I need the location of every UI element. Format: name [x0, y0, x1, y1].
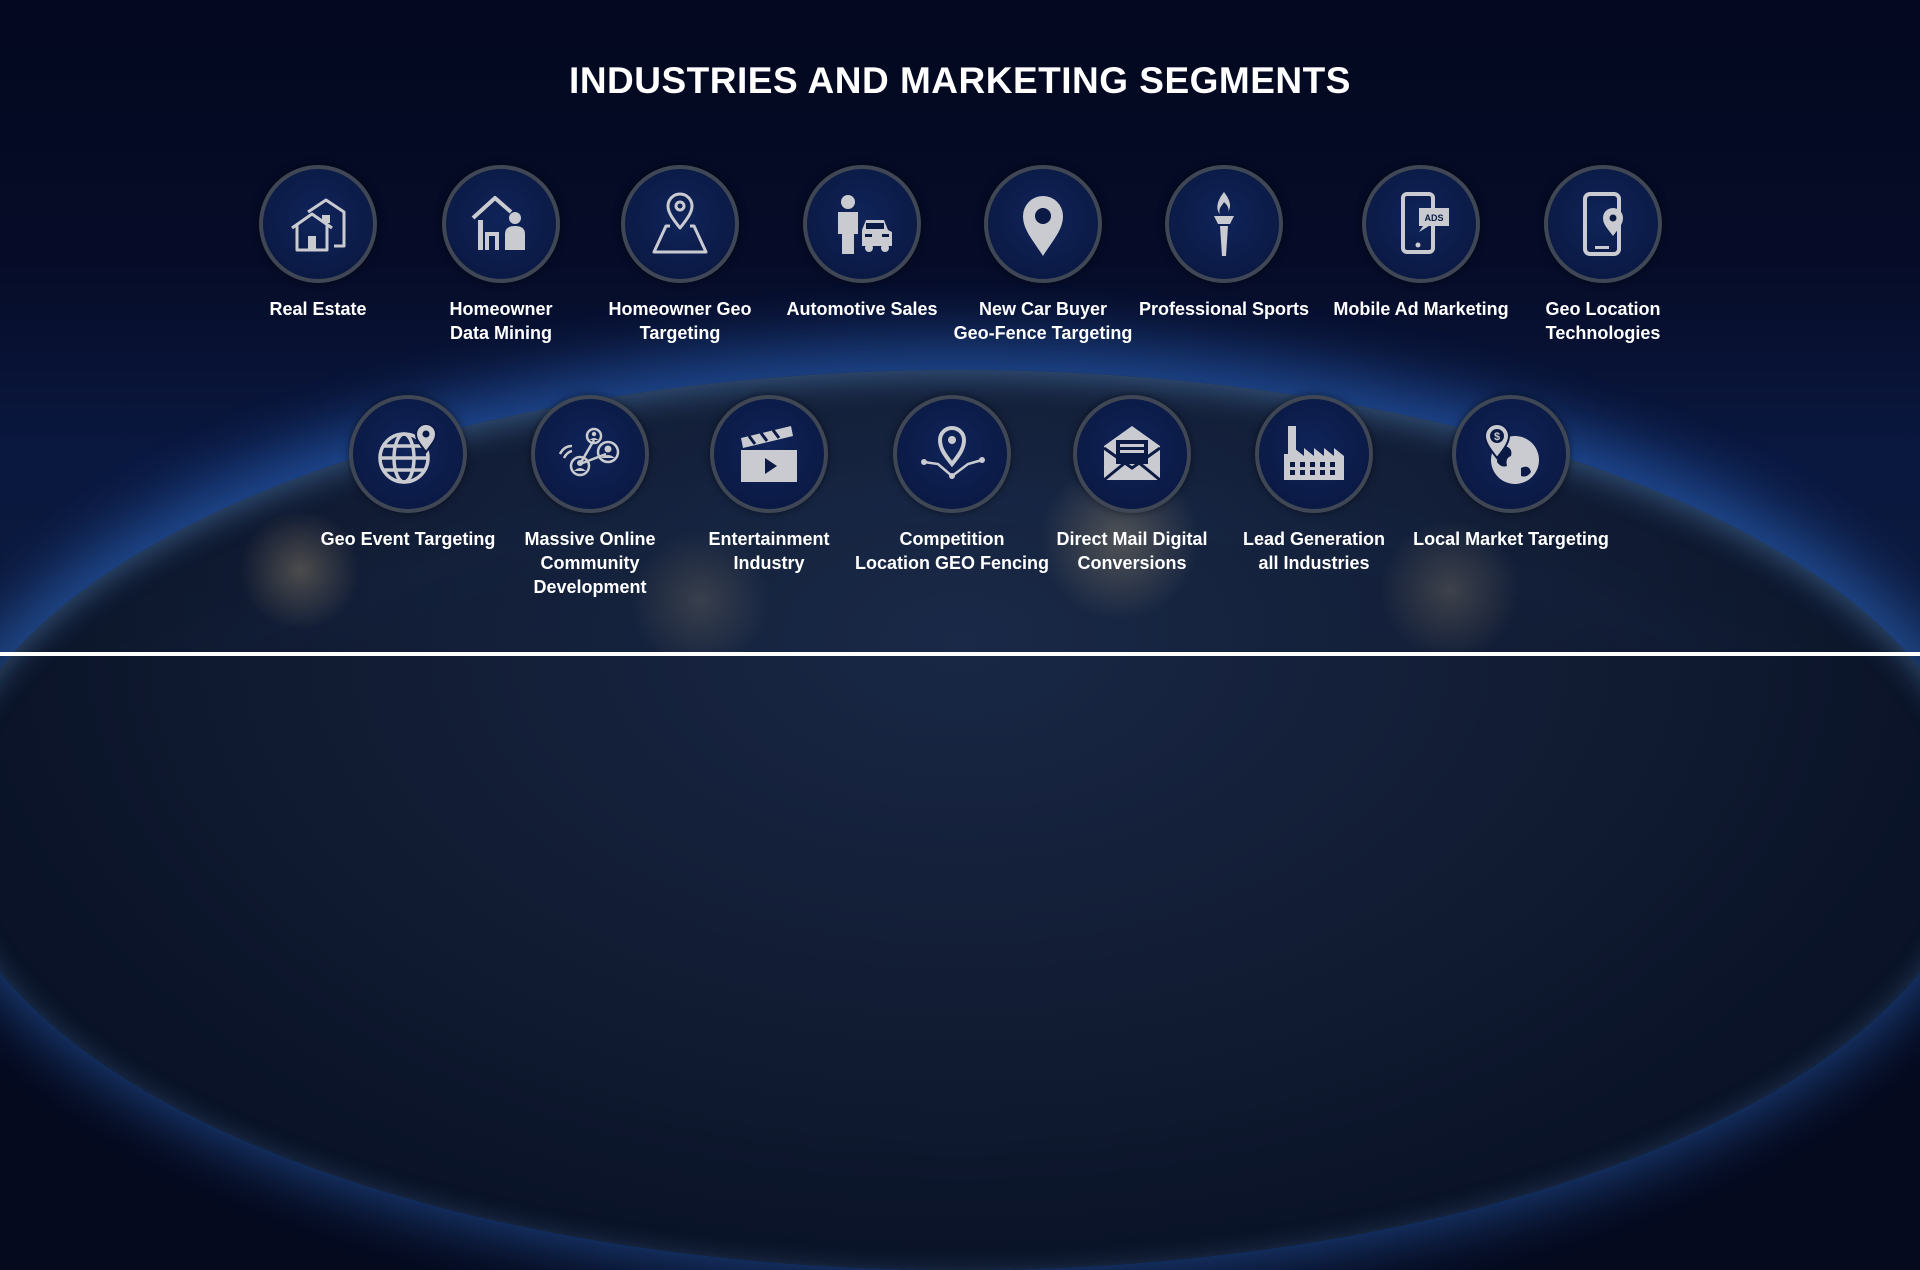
globe-pin-icon — [378, 423, 438, 484]
segment-real-estate[interactable]: Real Estate — [218, 165, 418, 321]
phone-pin-icon — [1583, 192, 1623, 256]
segment-label: Professional Sports — [1138, 299, 1310, 319]
phone-ads-icon: ADS — [1401, 192, 1449, 254]
network-users-icon — [558, 427, 620, 477]
segment-label: Local Market Targeting — [1413, 529, 1609, 549]
segment-local-market-targeting[interactable]: $ Local Market Targeting — [1411, 395, 1611, 551]
segment-homeowner-data-mining[interactable]: Homeowner Data Mining — [401, 165, 601, 345]
segment-circle[interactable] — [621, 165, 739, 283]
segment-direct-mail[interactable]: Direct Mail Digital Conversions — [1032, 395, 1232, 575]
segment-lead-generation[interactable]: Lead Generation all Industries — [1214, 395, 1414, 575]
torch-icon — [1214, 192, 1234, 256]
segment-circle[interactable] — [984, 165, 1102, 283]
house-person-icon — [471, 196, 525, 250]
segment-circle[interactable] — [1255, 395, 1373, 513]
segment-geo-event-targeting[interactable]: Geo Event Targeting — [308, 395, 508, 551]
segment-circle[interactable] — [803, 165, 921, 283]
segment-label: New Car Buyer Geo-Fence Targeting — [953, 299, 1133, 343]
bottom-divider — [0, 652, 1920, 656]
segment-circle[interactable]: ADS — [1362, 165, 1480, 283]
salesman-car-icon — [838, 195, 892, 254]
segment-professional-sports[interactable]: Professional Sports — [1124, 165, 1324, 321]
geofence-pin-icon — [921, 426, 985, 479]
segment-label: Homeowner Geo Targeting — [608, 299, 752, 343]
segment-circle[interactable] — [893, 395, 1011, 513]
segment-entertainment-industry[interactable]: Entertainment Industry — [669, 395, 869, 575]
segment-circle[interactable] — [531, 395, 649, 513]
segment-circle[interactable] — [1544, 165, 1662, 283]
segment-label: Homeowner Data Mining — [449, 299, 553, 343]
section-title: INDUSTRIES AND MARKETING SEGMENTS — [569, 60, 1351, 101]
clapperboard-icon — [741, 426, 797, 482]
earth-dollar-pin-icon: $ — [1483, 423, 1539, 484]
segment-label: Real Estate — [269, 299, 367, 319]
segment-circle[interactable]: $ — [1452, 395, 1570, 513]
segment-automotive-sales[interactable]: Automotive Sales — [762, 165, 962, 321]
segment-label: Mobile Ad Marketing — [1333, 299, 1509, 319]
segment-circle[interactable] — [442, 165, 560, 283]
segment-mobile-ad-marketing[interactable]: ADS Mobile Ad Marketing — [1321, 165, 1521, 321]
ads-badge-text: ADS — [1424, 213, 1443, 223]
segment-label: Geo Location Technologies — [1545, 299, 1661, 343]
segment-label: Massive Online Community Development — [524, 529, 656, 597]
segment-new-car-buyer[interactable]: New Car Buyer Geo-Fence Targeting — [943, 165, 1143, 345]
segment-label: Competition Location GEO Fencing — [854, 529, 1049, 573]
map-pin-icon — [652, 192, 708, 254]
segment-circle[interactable] — [259, 165, 377, 283]
segment-label: Geo Event Targeting — [320, 529, 496, 549]
segment-label: Automotive Sales — [786, 299, 938, 319]
houses-icon — [291, 198, 346, 252]
segment-homeowner-geo-targeting[interactable]: Homeowner Geo Targeting — [580, 165, 780, 345]
segment-geo-location[interactable]: Geo Location Technologies — [1503, 165, 1703, 345]
segment-circle[interactable] — [1165, 165, 1283, 283]
svg-text:$: $ — [1494, 431, 1500, 443]
segment-circle[interactable] — [1073, 395, 1191, 513]
segment-label: Lead Generation all Industries — [1242, 529, 1386, 573]
segment-circle[interactable] — [710, 395, 828, 513]
segment-competition-geo-fencing[interactable]: Competition Location GEO Fencing — [852, 395, 1052, 575]
envelope-icon — [1103, 426, 1161, 482]
segment-label: Direct Mail Digital Conversions — [1056, 529, 1208, 573]
segment-label: Entertainment Industry — [708, 529, 830, 573]
segment-circle[interactable] — [349, 395, 467, 513]
location-pin-icon — [1023, 196, 1063, 256]
segment-massive-online-community[interactable]: Massive Online Community Development — [490, 395, 690, 599]
factory-icon — [1284, 426, 1344, 480]
